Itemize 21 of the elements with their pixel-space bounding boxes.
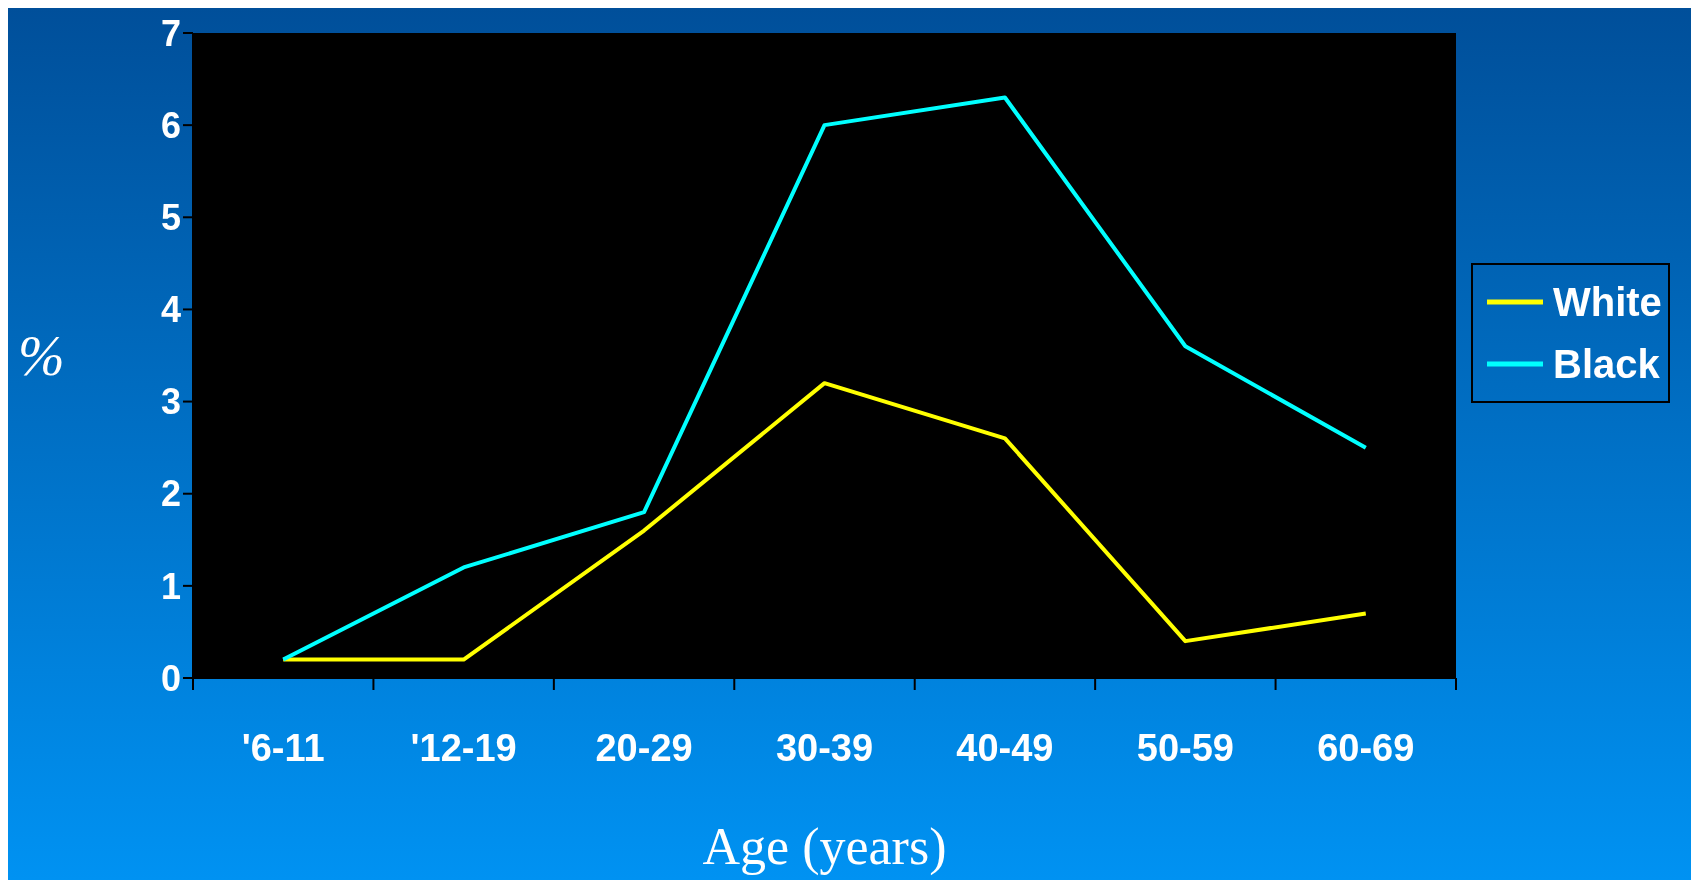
y-axis-title: % [18, 325, 65, 388]
x-tick-label: 60-69 [1317, 727, 1415, 769]
y-tick-label: 6 [160, 104, 181, 146]
y-tick-label: 1 [160, 565, 181, 607]
x-tick-label: 20-29 [595, 727, 693, 769]
y-tick-label: 5 [160, 197, 181, 239]
x-tick-label: '12-19 [410, 727, 517, 769]
y-tick-label: 3 [160, 381, 181, 423]
x-tick-label: 30-39 [775, 727, 874, 769]
legend-label: Black [1553, 341, 1660, 387]
line-series [281, 381, 1368, 662]
y-tick-label: 4 [160, 289, 181, 331]
x-tick-label: 40-49 [956, 727, 1054, 769]
x-tick-label: 50-59 [1136, 727, 1234, 769]
y-tick-label: 0 [160, 657, 181, 699]
y-tick-label: 2 [160, 473, 181, 515]
x-axis-title: Age (years) [702, 818, 947, 876]
line-series [281, 95, 1368, 662]
x-tick-label: '6-11 [241, 727, 325, 769]
y-tick-label: 7 [160, 12, 181, 54]
legend-label: White [1553, 279, 1662, 325]
